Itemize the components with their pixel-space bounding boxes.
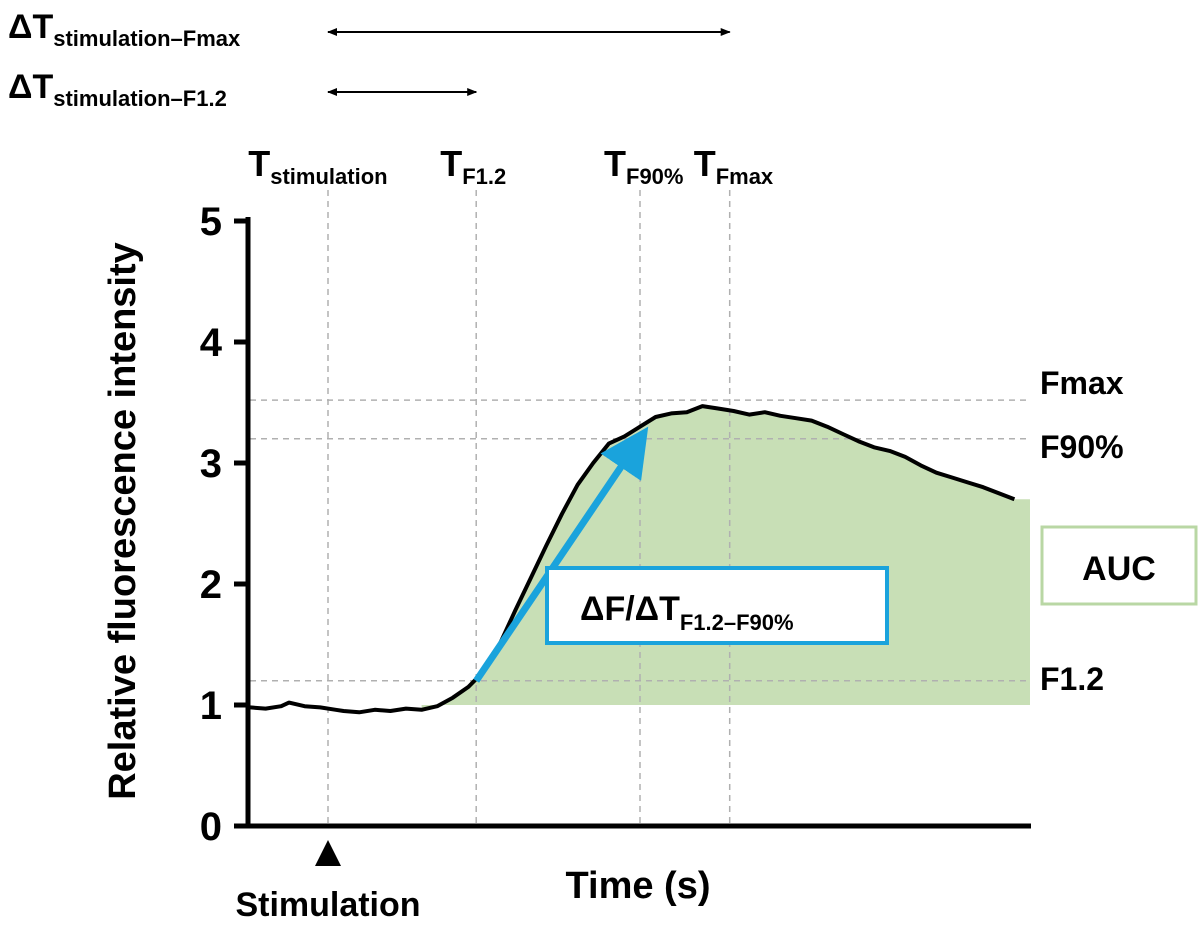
time-marker-F1.2: TF1.2 bbox=[440, 143, 506, 189]
y-tick-label-4: 4 bbox=[200, 321, 223, 365]
fmax-label: Fmax bbox=[1040, 365, 1124, 401]
f12-label: F1.2 bbox=[1040, 661, 1104, 697]
stimulation-triangle bbox=[315, 840, 341, 866]
time-marker-labels: Tstimulation TF1.2 TF90% TFmax bbox=[248, 143, 774, 189]
time-marker-Fmax: TFmax bbox=[694, 143, 774, 189]
auc-shading bbox=[421, 406, 1031, 710]
interval-label-0: ΔTstimulation–Fmax bbox=[8, 8, 241, 51]
slope-label-main: ΔF/ΔT bbox=[580, 590, 680, 628]
y-tick-label-1: 1 bbox=[200, 684, 222, 728]
y-tick-label-0: 0 bbox=[200, 805, 222, 849]
vertical-guides bbox=[327, 190, 731, 826]
y-ticks: 0 1 2 3 4 5 bbox=[200, 200, 250, 849]
x-axis-label: Time (s) bbox=[565, 865, 710, 907]
slope-box bbox=[545, 566, 889, 645]
auc-box bbox=[1040, 525, 1198, 606]
slope-arrow bbox=[473, 426, 649, 683]
f90-label: F90% bbox=[1040, 429, 1124, 465]
auc-label: AUC bbox=[1082, 550, 1156, 588]
stimulation-label: Stimulation bbox=[235, 886, 420, 924]
slope-label: ΔF/ΔTF1.2–F90% bbox=[580, 590, 794, 635]
y-tick-label-3: 3 bbox=[200, 442, 222, 486]
time-marker-F90%: TF90% bbox=[604, 143, 683, 189]
y-tick-label-5: 5 bbox=[200, 200, 222, 244]
interval-label-1: ΔTstimulation–F1.2 bbox=[8, 68, 227, 111]
time-marker-stimulation: Tstimulation bbox=[248, 143, 387, 189]
interval-annotations: ΔTstimulation–Fmax ΔTstimulation–F1.2 bbox=[8, 8, 731, 111]
y-tick-label-2: 2 bbox=[200, 563, 222, 607]
y-axis-label: Relative fluorescence intensity bbox=[102, 242, 144, 800]
slope-label-sub: F1.2–F90% bbox=[680, 610, 794, 635]
